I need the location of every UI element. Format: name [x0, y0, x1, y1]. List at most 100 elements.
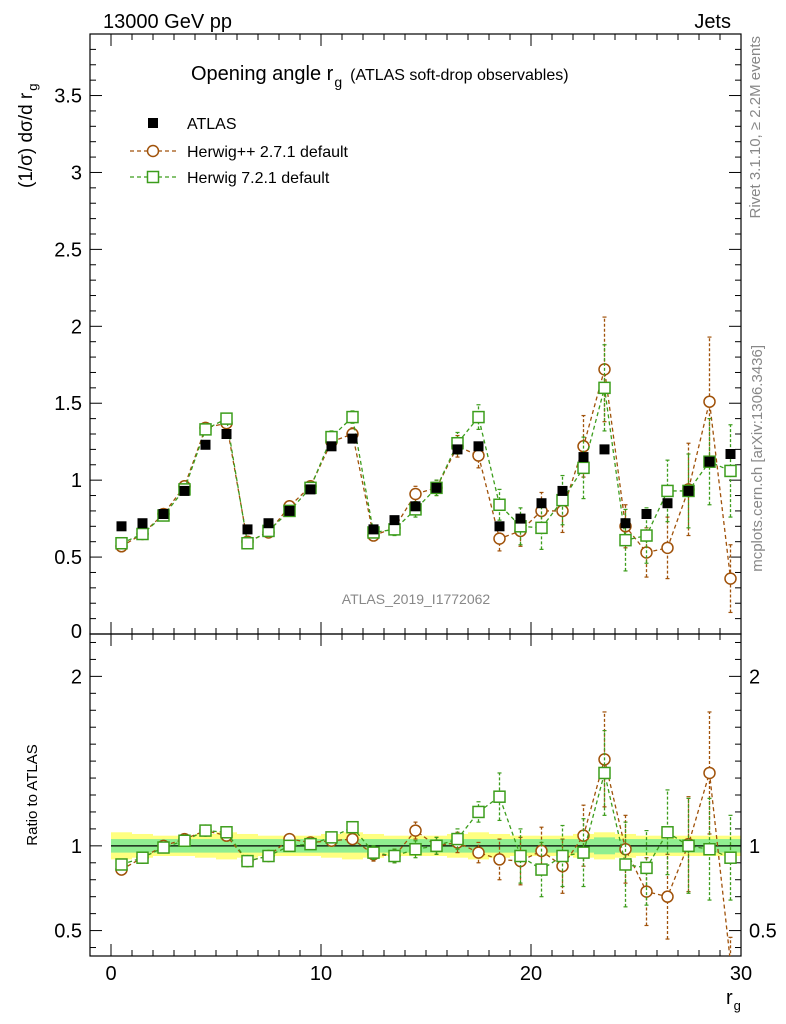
atlas-point — [263, 518, 274, 529]
ratio-herwig7-point — [535, 863, 548, 876]
ratio-y-tick-label-right: 2 — [749, 666, 760, 688]
atlas-point — [116, 521, 127, 532]
ratio-herwig7-point — [136, 851, 149, 864]
legend-marker-atlas — [148, 118, 158, 128]
ratio-herwig7-point — [703, 842, 716, 856]
herwig7-line — [121, 387, 731, 545]
watermark: ATLAS_2019_I1772062 — [342, 591, 491, 607]
ratio-herwigpp-point — [640, 885, 653, 898]
atlas-point — [536, 498, 547, 509]
main-ylabel: (1/σ) dσ/d rg — [16, 84, 40, 189]
herwig7-point — [472, 410, 485, 424]
ratio-herwig7-point — [640, 861, 653, 875]
atlas-point — [641, 509, 652, 519]
legend-label-atlas: ATLAS — [187, 116, 237, 133]
herwig7-point — [724, 464, 737, 478]
main-y-tick-label: 1 — [71, 470, 82, 492]
ratio-plot: 0.5 0.51 12 20 10 20 30 — [54, 633, 777, 985]
ratio-herwig7-point — [304, 837, 317, 851]
atlas-point — [662, 498, 673, 509]
x-tick-label: 20 — [520, 963, 542, 985]
herwig7-point — [535, 521, 548, 535]
herwig7-point — [115, 536, 128, 550]
herwigpp-point — [703, 395, 716, 408]
herwigpp-point — [409, 487, 422, 501]
ratio-herwig7-point — [388, 849, 401, 863]
plot-title: Opening angle rg (ATLAS soft-drop observa… — [191, 63, 569, 90]
atlas-point — [683, 485, 694, 496]
herwig7-point — [325, 430, 338, 444]
ratio-y-tick-label: 0.5 — [54, 921, 82, 943]
ratio-y-tick-label: 2 — [71, 666, 82, 688]
ratio-herwig7-point — [472, 805, 485, 819]
ratio-herwig7-point — [493, 790, 506, 803]
main-ylabel-sub: g — [25, 84, 40, 91]
main-y-tick-label: 3 — [71, 162, 82, 184]
legend-marker-herwig7 — [146, 170, 160, 184]
atlas-point — [179, 485, 190, 496]
main-y-tick-label: 1.5 — [54, 393, 82, 415]
atlas-point — [158, 509, 169, 519]
x-axis-label: rg — [726, 987, 741, 1013]
main-y-tick-label: 2.5 — [54, 239, 82, 261]
atlas-point — [620, 518, 631, 529]
herwig7-point — [619, 533, 632, 547]
mcplots-label: mcplots.cern.ch [arXiv:1306.3436] — [749, 345, 766, 572]
plot-title-sub: g — [334, 74, 342, 90]
ratio-herwig7-point — [241, 854, 254, 868]
atlas-point — [137, 518, 148, 529]
herwig7-point — [346, 410, 359, 424]
ratio-herwig7-point — [598, 766, 611, 780]
ratio-herwig7-point — [619, 858, 632, 871]
herwig7-point — [577, 461, 590, 475]
atlas-point — [515, 513, 526, 524]
ratio-herwig7-point — [724, 851, 737, 864]
header-right: Jets — [694, 11, 731, 33]
ratio-herwigpp-point — [493, 853, 506, 866]
ratio-herwig7-point — [577, 846, 590, 859]
herwig7-point — [640, 529, 653, 542]
herwig7-point — [199, 423, 212, 436]
ratio-herwigpp-point — [472, 846, 485, 859]
ratio-herwigpp-point — [346, 832, 359, 846]
legend: ATLAS Herwig++ 2.7.1 default Herwig 7.2.… — [130, 116, 349, 187]
herwigpp-point — [724, 572, 737, 585]
herwig7-point — [493, 498, 506, 512]
ratio-herwig7-point — [325, 831, 338, 844]
x-tick-label: 10 — [310, 963, 332, 985]
ratio-herwig7-point — [157, 841, 170, 854]
header-left: 13000 GeV pp — [103, 11, 232, 33]
atlas-point — [725, 449, 736, 459]
herwigpp-point — [493, 532, 506, 545]
ratio-herwigpp-point — [703, 766, 716, 780]
atlas-point — [305, 484, 316, 495]
ratio-herwigpp-line — [121, 759, 731, 956]
atlas-point — [557, 485, 568, 496]
atlas-point — [599, 444, 610, 455]
atlas-point — [200, 439, 211, 450]
herwig7-point — [388, 523, 401, 536]
ratio-herwig7-point — [346, 820, 359, 834]
legend-label-herwigpp: Herwig++ 2.7.1 default — [187, 144, 349, 161]
main-y-tick-label: 2 — [71, 316, 82, 338]
atlas-point — [326, 441, 337, 452]
ratio-herwig7-point — [409, 842, 422, 856]
main-plot: 0.5 1 1.5 2 2.5 3 3.5 0 — [54, 33, 742, 643]
ratio-herwigpp-point — [409, 824, 422, 837]
ratio-ylabel: Ratio to ATLAS — [24, 744, 41, 845]
ratio-herwig7-point — [262, 849, 275, 863]
ratio-series-group — [115, 711, 737, 956]
herwigpp-line — [121, 369, 732, 579]
ratio-y-tick-label-right: 0.5 — [749, 921, 777, 943]
herwig7-point — [136, 527, 149, 541]
ratio-herwig7-point — [115, 858, 128, 871]
ratio-y-tick-label-right: 1 — [749, 836, 760, 858]
herwig7-point — [220, 412, 233, 425]
atlas-point — [221, 429, 232, 439]
ratio-herwig7-point — [178, 834, 191, 848]
herwig7-point — [241, 536, 254, 550]
legend-marker-herwigpp — [146, 144, 160, 158]
ratio-herwig7-point — [430, 839, 443, 853]
x-axis-label-main: r — [726, 987, 733, 1009]
atlas-point — [473, 441, 484, 452]
